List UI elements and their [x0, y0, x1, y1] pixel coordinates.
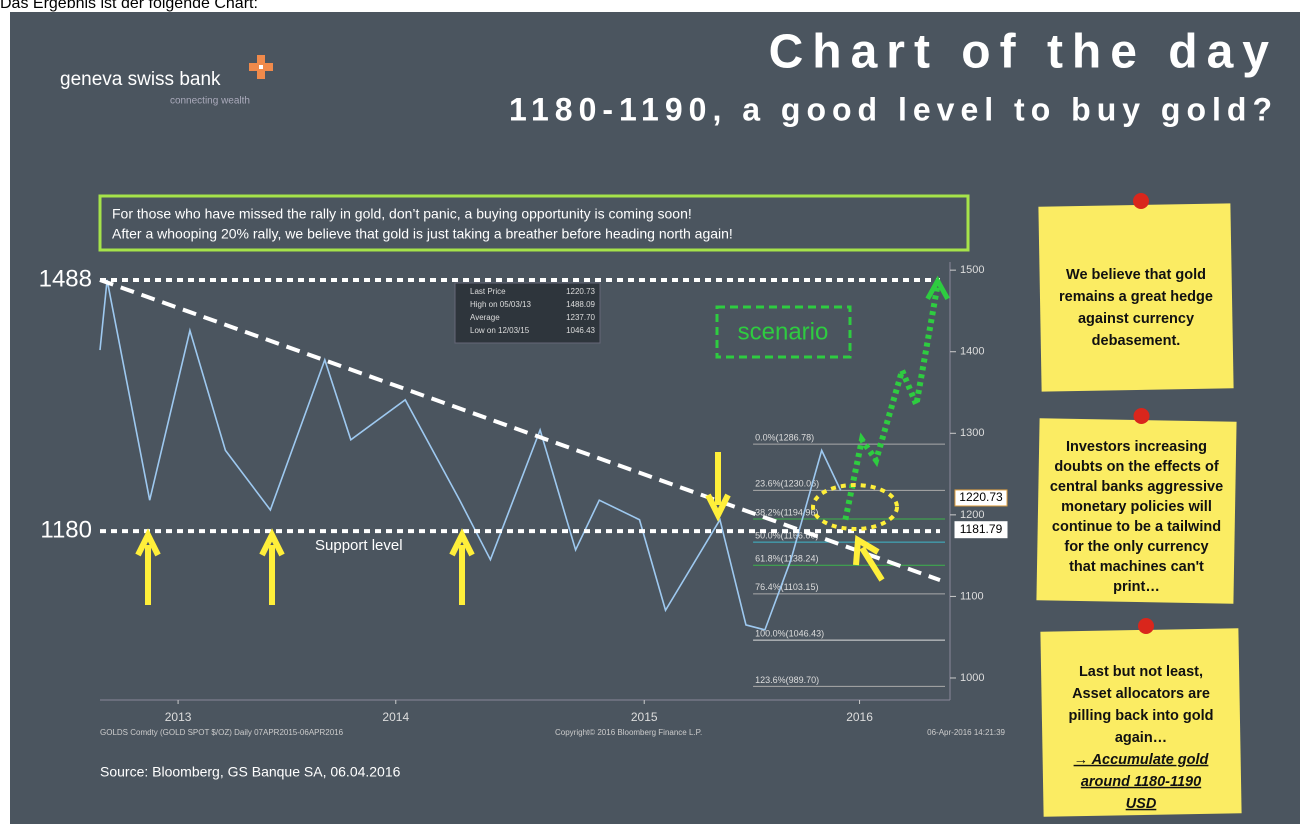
- infographic: Das Ergebnis ist der folgende Chart: gen…: [0, 0, 1314, 825]
- note-line: We believe that gold: [1066, 267, 1206, 283]
- reference-label: 1180: [40, 517, 92, 544]
- fib-label: 0.0%(1286.78): [755, 432, 814, 442]
- title: Chart of the day: [769, 26, 1278, 79]
- support-label: Support level: [315, 537, 403, 554]
- note-line: that machines can't: [1069, 559, 1204, 575]
- note-call: → Accumulate gold: [1074, 752, 1210, 768]
- price-tag-label: 1220.73: [959, 490, 1003, 504]
- legend-label: Low on 12/03/15: [470, 326, 530, 335]
- note-line: again…: [1115, 730, 1167, 746]
- legend-label: High on 05/03/13: [470, 300, 531, 309]
- logo-name: geneva swiss bank: [60, 69, 221, 90]
- reference-label: 1488: [39, 265, 92, 292]
- y-tick-label: 1300: [960, 427, 984, 439]
- note-line: central banks aggressive: [1050, 479, 1223, 495]
- pin: [1134, 408, 1150, 424]
- fib-label: 123.6%(989.70): [755, 675, 819, 685]
- legend-label: Average: [470, 313, 500, 322]
- legend-value: 1488.09: [566, 300, 595, 309]
- fib-label: 23.6%(1230.06): [755, 479, 819, 489]
- x-tick-label: 2015: [631, 710, 658, 724]
- note-line: print…: [1113, 579, 1160, 595]
- subtitle: 1180-1190, a good level to buy gold?: [509, 91, 1278, 127]
- note-line: Last but not least,: [1079, 664, 1203, 680]
- note-line: monetary policies will: [1061, 499, 1212, 515]
- note-line: for the only currency: [1064, 539, 1208, 555]
- pin: [1138, 618, 1154, 634]
- page: Das Ergebnis ist der folgende Chart: gen…: [0, 0, 1314, 825]
- price-tag-label: 1181.79: [960, 522, 1003, 536]
- footer: 06-Apr-2016 14:21:39: [927, 728, 1005, 737]
- note-line: Asset allocators are: [1072, 686, 1210, 702]
- note-line: debasement.: [1092, 333, 1181, 349]
- pin: [1133, 193, 1149, 209]
- caption: Das Ergebnis ist der folgende Chart:: [0, 0, 258, 12]
- note-line: continue to be a tailwind: [1052, 519, 1221, 535]
- note-line: pilling back into gold: [1069, 708, 1214, 724]
- legend-label: Last Price: [470, 287, 506, 296]
- x-tick-label: 2016: [846, 710, 873, 724]
- y-tick-label: 1000: [960, 672, 984, 684]
- legend-value: 1046.43: [566, 326, 595, 335]
- legend-value: 1237.70: [566, 313, 595, 322]
- note-call: around 1180-1190: [1081, 774, 1201, 790]
- y-tick-label: 1500: [960, 264, 984, 276]
- y-tick-label: 1200: [960, 509, 984, 521]
- footer: GOLDS Comdty (GOLD SPOT $/OZ) Daily 07AP…: [100, 728, 344, 737]
- legend-value: 1220.73: [566, 287, 595, 296]
- note-line: remains a great hedge: [1059, 289, 1213, 305]
- y-tick-label: 1100: [960, 590, 984, 602]
- source: Source: Bloomberg, GS Banque SA, 06.04.2…: [100, 764, 401, 780]
- logo-tagline: connecting wealth: [170, 96, 250, 107]
- scenario-label: scenario: [738, 318, 829, 345]
- intro-line: For those who have missed the rally in g…: [112, 206, 692, 222]
- fib-label: 76.4%(1103.15): [755, 582, 818, 592]
- x-tick-label: 2013: [165, 710, 192, 724]
- note-line: doubts on the effects of: [1054, 459, 1219, 475]
- x-tick-label: 2014: [382, 710, 409, 724]
- note-line: against currency: [1078, 311, 1194, 327]
- note-call: USD: [1126, 796, 1157, 812]
- y-tick-label: 1400: [960, 346, 984, 358]
- notes: We believe that gold remains a great hedg…: [1036, 193, 1241, 817]
- intro-line: After a whooping 20% rally, we believe t…: [112, 226, 733, 242]
- note-line: Investors increasing: [1066, 439, 1207, 455]
- fib-label: 61.8%(1138.24): [755, 554, 818, 564]
- footer: Copyright© 2016 Bloomberg Finance L.P.: [555, 728, 702, 737]
